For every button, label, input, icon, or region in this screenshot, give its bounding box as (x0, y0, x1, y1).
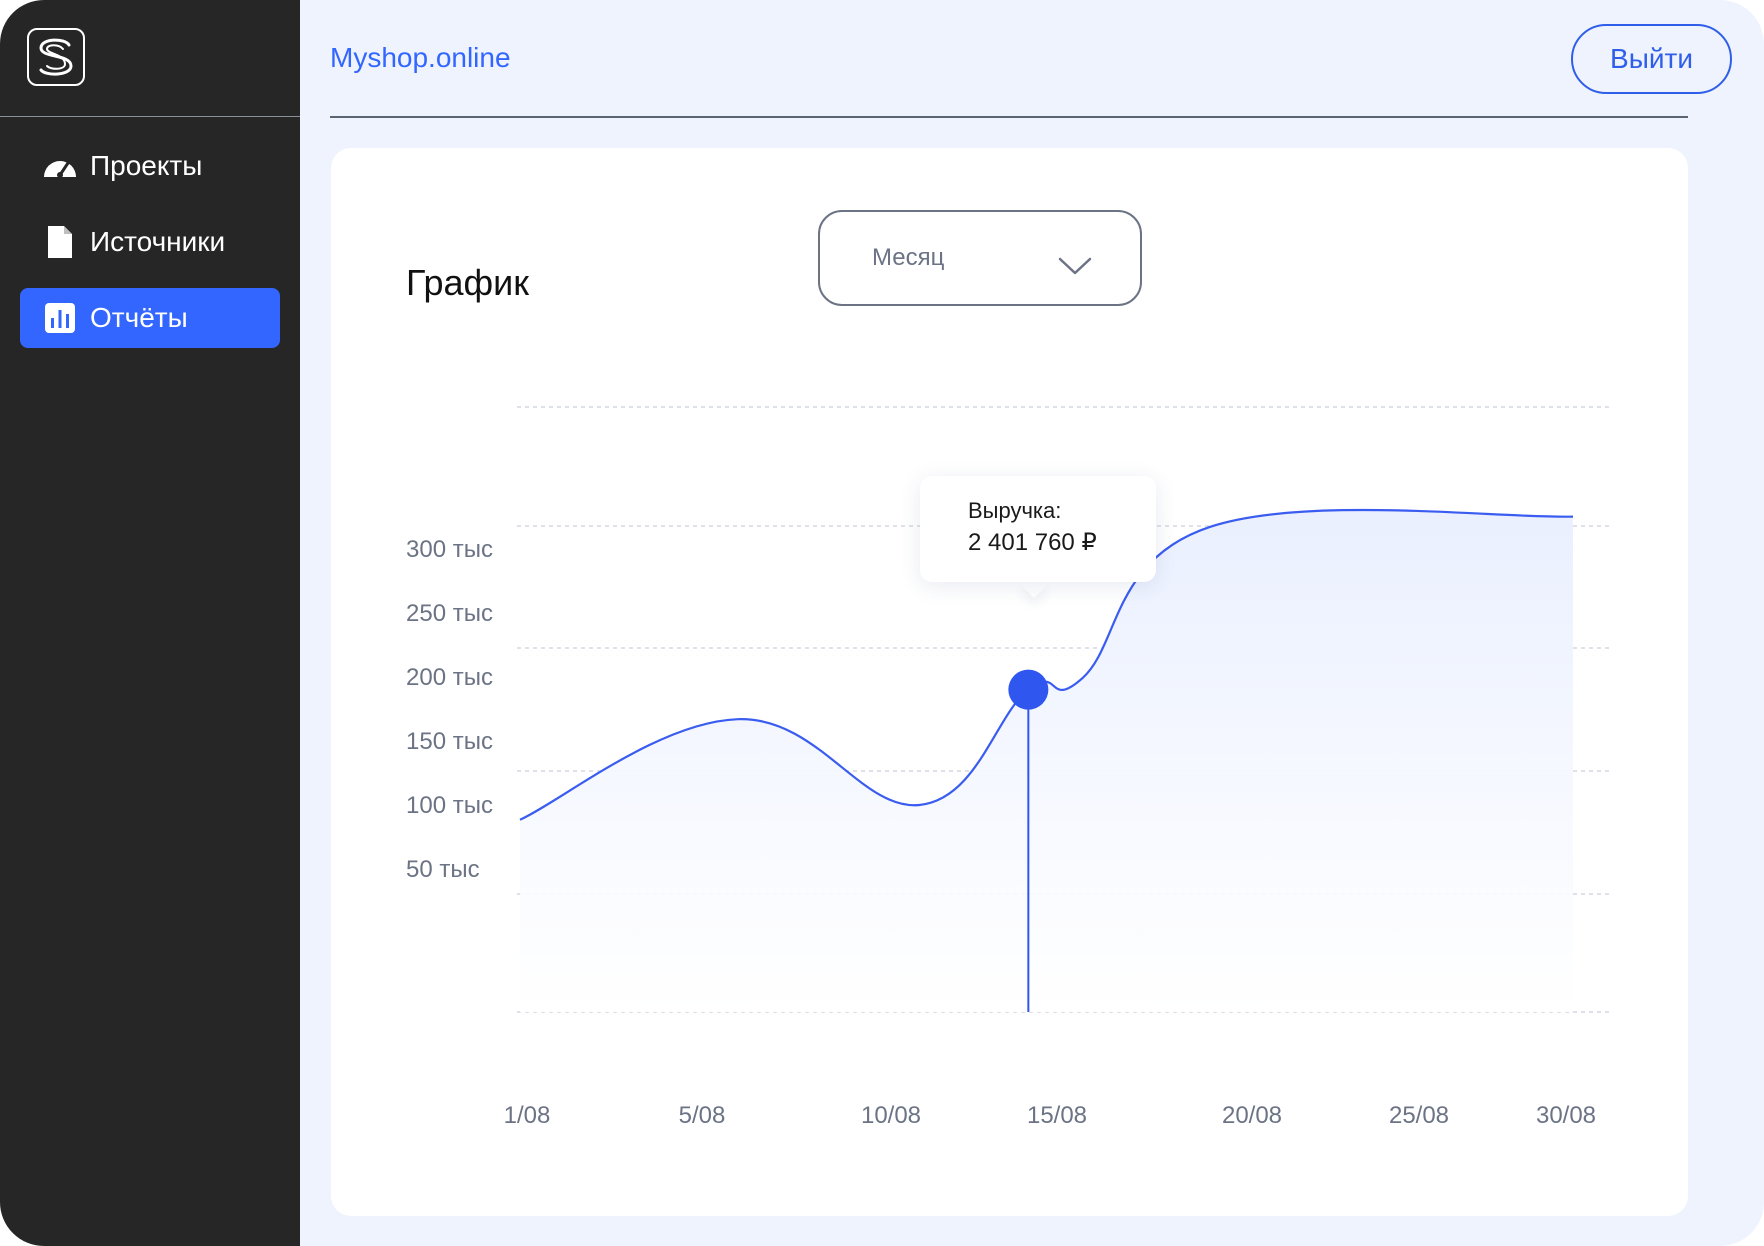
document-icon (42, 224, 78, 260)
sidebar: Проекты Источники Отчёты (0, 0, 300, 1246)
header-divider (330, 116, 1688, 118)
tooltip-label: Выручка: (968, 498, 1062, 523)
x-tick-label: 30/08 (1536, 1102, 1596, 1129)
chevron-down-icon (1058, 256, 1092, 281)
chart-area-fill (520, 509, 1573, 1012)
sidebar-item-projects[interactable]: Проекты (20, 136, 280, 196)
chart-highlight-point (1008, 669, 1049, 710)
x-tick-label: 10/08 (861, 1102, 921, 1129)
sidebar-divider (0, 116, 300, 117)
logout-button[interactable]: Выйти (1571, 24, 1732, 94)
y-tick-label: 300 тыс (406, 536, 493, 563)
sidebar-item-label: Источники (90, 226, 226, 257)
period-select[interactable]: Месяц (818, 210, 1142, 306)
x-tick-label: 5/08 (679, 1102, 726, 1129)
x-tick-label: 20/08 (1222, 1102, 1282, 1129)
y-tick-label: 100 тыс (406, 792, 493, 819)
y-tick-label: 50 тыс (406, 856, 480, 883)
x-tick-label: 25/08 (1389, 1102, 1449, 1129)
y-tick-label: 150 тыс (406, 728, 493, 755)
tooltip-value: 2 401 760 ₽ (968, 529, 1097, 556)
chart-tooltip: Выручка: 2 401 760 ₽ (920, 476, 1156, 582)
y-tick-label: 200 тыс (406, 664, 493, 691)
sidebar-item-reports[interactable]: Отчёты (20, 288, 280, 348)
sidebar-item-label: Отчёты (90, 302, 188, 333)
y-tick-label: 250 тыс (406, 600, 493, 627)
s-logo-icon[interactable] (27, 28, 85, 86)
bar-chart-icon (42, 300, 78, 336)
sidebar-item-label: Проекты (90, 150, 203, 181)
period-select-value: Месяц (872, 244, 945, 271)
x-tick-label: 15/08 (1027, 1102, 1087, 1129)
x-tick-label: 1/08 (504, 1102, 551, 1129)
site-link[interactable]: Myshop.online (330, 42, 511, 73)
sidebar-item-sources[interactable]: Источники (20, 212, 280, 272)
speedometer-icon (42, 148, 78, 184)
page-title: График (406, 262, 529, 303)
